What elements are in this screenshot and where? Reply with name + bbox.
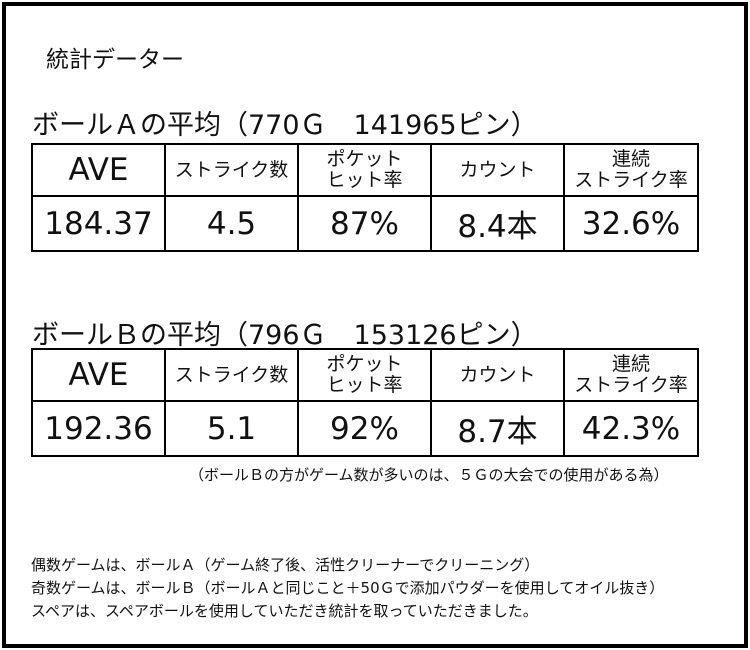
ball-a-strike: 4.5 bbox=[164, 195, 299, 252]
ball-b-consec: 42.3% bbox=[563, 400, 699, 457]
ball-a-stats-table: AVE ストライク数 ポケット ヒット率 カウント 連続 ストライク率 184.… bbox=[31, 143, 699, 252]
ball-b-heading: ボールＢの平均（796Ｇ 153126ピン） bbox=[32, 320, 538, 351]
table-value-row: 192.36 5.1 92% 8.7本 42.3% bbox=[31, 400, 699, 457]
header-pocket-line1: ポケット bbox=[326, 148, 403, 170]
header-pocket-line2: ヒット率 bbox=[326, 374, 403, 396]
header-pocket-hit: ポケット ヒット率 bbox=[297, 348, 432, 402]
footer-line-spare: スペアは、スペアボールを使用していただき統計を取っていただきました。 bbox=[31, 602, 538, 620]
header-consec-line2: ストライク率 bbox=[574, 374, 688, 396]
page-title: 統計データー bbox=[46, 47, 184, 73]
header-strike: ストライク数 bbox=[164, 348, 299, 402]
header-strike: ストライク数 bbox=[164, 143, 299, 197]
ball-b-ave: 192.36 bbox=[31, 400, 166, 457]
ball-b-count: 8.7本 bbox=[430, 400, 565, 457]
ball-b-strike: 5.1 bbox=[164, 400, 299, 457]
header-consec-line2: ストライク率 bbox=[574, 169, 688, 191]
ball-a-ave: 184.37 bbox=[31, 195, 166, 252]
header-consecutive-strike: 連続 ストライク率 bbox=[563, 143, 699, 197]
header-pocket-line1: ポケット bbox=[326, 353, 403, 375]
table-value-row: 184.37 4.5 87% 8.4本 32.6% bbox=[31, 195, 699, 252]
ball-b-stats-table: AVE ストライク数 ポケット ヒット率 カウント 連続 ストライク率 192.… bbox=[31, 348, 699, 457]
header-ave: AVE bbox=[31, 348, 166, 402]
header-consec-line1: 連続 bbox=[611, 353, 650, 375]
header-pocket-hit: ポケット ヒット率 bbox=[297, 143, 432, 197]
table-header-row: AVE ストライク数 ポケット ヒット率 カウント 連続 ストライク率 bbox=[31, 143, 699, 197]
header-count: カウント bbox=[430, 348, 565, 402]
ball-a-pocket: 87% bbox=[297, 195, 432, 252]
header-ave: AVE bbox=[31, 143, 166, 197]
ball-b-pocket: 92% bbox=[297, 400, 432, 457]
ball-a-heading: ボールＡの平均（770Ｇ 141965ピン） bbox=[32, 110, 538, 141]
ball-a-consec: 32.6% bbox=[563, 195, 699, 252]
game-count-note: （ボールＢの方がゲーム数が多いのは、５Ｇの大会での使用がある為） bbox=[189, 466, 669, 484]
header-consecutive-strike: 連続 ストライク率 bbox=[563, 348, 699, 402]
table-header-row: AVE ストライク数 ポケット ヒット率 カウント 連続 ストライク率 bbox=[31, 348, 699, 402]
footer-line-even: 偶数ゲームは、ボールＡ（ゲーム終了後、活性クリーナーでクリーニング） bbox=[31, 556, 540, 574]
header-pocket-line2: ヒット率 bbox=[326, 169, 403, 191]
footer-line-odd: 奇数ゲームは、ボールＢ（ボールＡと同じこと＋50Ｇで添加パウダーを使用してオイル… bbox=[31, 579, 665, 597]
header-consec-line1: 連続 bbox=[611, 148, 650, 170]
footer-notes: 偶数ゲームは、ボールＡ（ゲーム終了後、活性クリーナーでクリーニング） 奇数ゲーム… bbox=[31, 554, 664, 623]
header-count: カウント bbox=[430, 143, 565, 197]
ball-a-count: 8.4本 bbox=[430, 195, 565, 252]
